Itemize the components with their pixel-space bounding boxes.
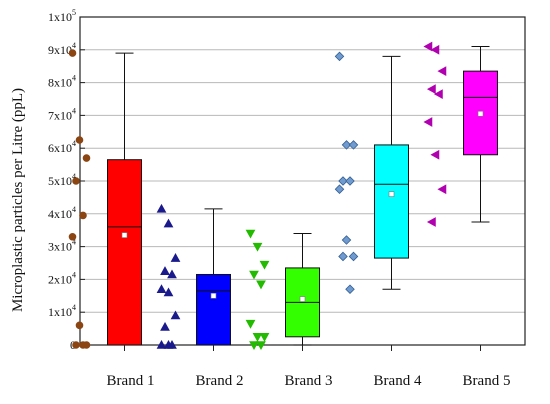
data-point <box>156 339 167 349</box>
y-tick-label: 1x105 <box>48 8 76 24</box>
data-point <box>256 341 266 351</box>
data-point <box>249 270 259 280</box>
data-point <box>68 49 77 57</box>
data-point <box>259 260 270 270</box>
data-point <box>430 44 440 55</box>
data-point <box>79 341 87 349</box>
data-point <box>163 339 174 349</box>
data-point <box>156 284 167 294</box>
data-point <box>430 149 440 160</box>
mean-marker <box>388 191 395 197</box>
box <box>196 273 231 346</box>
data-point <box>426 217 436 227</box>
y-tick-label: 6x104 <box>48 139 76 155</box>
box-series <box>423 41 498 227</box>
data-point <box>256 280 266 290</box>
data-point <box>252 242 263 252</box>
mean-marker <box>210 292 217 299</box>
data-point <box>163 287 174 297</box>
data-point <box>160 321 170 331</box>
data-point <box>426 84 436 95</box>
data-point <box>160 266 170 275</box>
data-point <box>170 310 181 320</box>
data-point <box>338 251 348 262</box>
data-point <box>245 319 256 329</box>
y-axis-ticks: 01x1042x1043x1044x1045x1046x1047x1048x10… <box>48 8 85 352</box>
data-point <box>433 89 443 99</box>
box-series <box>245 229 320 351</box>
data-point <box>334 184 345 194</box>
data-point <box>437 66 447 76</box>
y-tick-label: 5x104 <box>48 172 76 188</box>
data-point <box>75 321 84 330</box>
data-point <box>341 235 352 245</box>
y-tick-label: 8x104 <box>48 74 76 90</box>
x-axis-categories: Brand 1 Brand 2 Brand 3 Brand 4 Brand 5 <box>107 345 511 389</box>
data-point <box>82 154 91 162</box>
data-point <box>170 253 181 262</box>
data-point <box>156 203 167 213</box>
data-point <box>167 269 177 279</box>
data-point <box>259 333 270 342</box>
data-point <box>334 51 345 62</box>
data-point <box>348 140 359 150</box>
data-point <box>249 341 259 351</box>
category-label: Brand 3 <box>285 373 333 389</box>
mean-marker <box>299 296 306 302</box>
data-point <box>72 177 80 185</box>
data-point <box>341 140 352 150</box>
y-tick-label: 7x104 <box>48 106 76 122</box>
grid-lines <box>80 49 525 313</box>
box-series <box>156 203 231 349</box>
data-point <box>437 184 447 195</box>
data-point <box>252 333 263 342</box>
box <box>107 159 142 346</box>
y-axis-title: Microplastic particles per Litre (ppL) <box>10 88 26 312</box>
y-tick-label: 3x104 <box>48 238 76 254</box>
category-label: Brand 2 <box>196 373 244 389</box>
data-point <box>79 211 87 220</box>
y-tick-label: 1x104 <box>48 303 76 319</box>
mean-marker <box>477 110 484 117</box>
y-tick-label: 9x104 <box>48 41 76 57</box>
data-point <box>423 117 433 127</box>
data-point <box>75 136 84 144</box>
data-point <box>345 284 355 295</box>
series-layer <box>68 41 498 351</box>
data-point <box>163 218 174 228</box>
data-point <box>68 232 77 241</box>
data-point <box>245 229 256 239</box>
category-label: Brand 1 <box>107 373 155 389</box>
box-series <box>334 51 409 295</box>
data-point <box>72 341 80 349</box>
box-series <box>68 49 142 349</box>
data-point <box>338 176 348 186</box>
data-point <box>423 41 433 52</box>
y-tick-label: 4x104 <box>48 205 76 221</box>
category-label: Brand 4 <box>374 373 422 389</box>
y-tick-label: 2x104 <box>48 270 76 286</box>
data-point <box>345 176 355 186</box>
data-point <box>348 251 359 262</box>
box <box>374 144 409 259</box>
mean-marker <box>121 232 128 238</box>
category-label: Brand 5 <box>463 373 511 389</box>
